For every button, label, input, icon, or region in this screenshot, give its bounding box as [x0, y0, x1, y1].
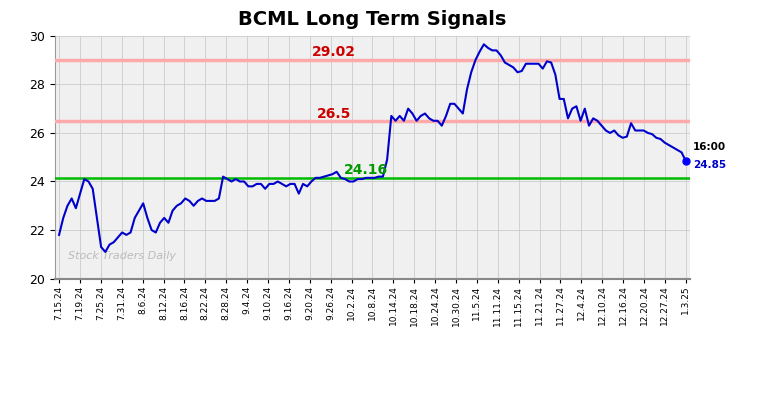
Text: 24.16: 24.16: [344, 164, 388, 178]
Text: 24.85: 24.85: [693, 160, 726, 170]
Text: 26.5: 26.5: [317, 107, 351, 121]
Text: Stock Traders Daily: Stock Traders Daily: [67, 251, 176, 261]
Text: 16:00: 16:00: [693, 142, 726, 152]
Text: 29.02: 29.02: [312, 45, 356, 59]
Title: BCML Long Term Signals: BCML Long Term Signals: [238, 10, 506, 29]
